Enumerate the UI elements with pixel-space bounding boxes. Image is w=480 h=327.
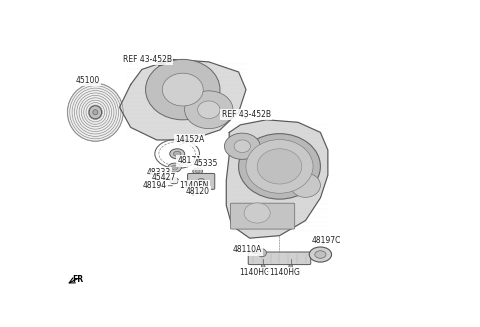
Circle shape [309,247,332,262]
Ellipse shape [244,203,270,223]
Text: 48110A: 48110A [232,246,262,254]
Text: 14152A: 14152A [175,135,204,145]
Text: 1140HG: 1140HG [269,268,300,277]
Ellipse shape [162,73,203,106]
Text: 45335: 45335 [193,159,218,168]
FancyBboxPatch shape [230,203,295,229]
Ellipse shape [89,106,102,119]
Ellipse shape [185,91,233,129]
Text: 48120: 48120 [186,187,210,196]
FancyBboxPatch shape [188,173,215,189]
Ellipse shape [170,149,185,159]
Ellipse shape [165,176,168,179]
Text: 45100: 45100 [76,76,100,85]
Ellipse shape [173,151,181,156]
Ellipse shape [258,249,266,257]
Ellipse shape [67,83,123,141]
Text: 48194: 48194 [143,181,167,190]
Ellipse shape [234,140,251,152]
Ellipse shape [168,163,181,172]
Ellipse shape [198,179,204,183]
Text: REF 43-452B: REF 43-452B [123,55,172,64]
Ellipse shape [290,173,321,198]
Ellipse shape [289,265,292,268]
Ellipse shape [170,178,179,184]
Ellipse shape [193,168,203,174]
Ellipse shape [225,133,260,159]
Text: 48171: 48171 [178,156,202,165]
Polygon shape [120,60,246,140]
Text: 45427: 45427 [151,173,176,182]
Text: 48197C: 48197C [312,236,341,245]
Text: 48333: 48333 [146,168,171,177]
Ellipse shape [195,169,200,173]
Ellipse shape [163,175,170,180]
Text: FR: FR [72,275,84,284]
Ellipse shape [246,140,313,193]
Ellipse shape [198,101,220,119]
Polygon shape [226,120,328,238]
Ellipse shape [172,179,177,182]
Ellipse shape [261,265,265,268]
Ellipse shape [93,110,98,115]
Ellipse shape [239,134,321,199]
Circle shape [315,251,326,258]
Ellipse shape [145,60,220,120]
FancyBboxPatch shape [248,252,311,265]
Ellipse shape [171,165,178,170]
Text: 1140HG: 1140HG [239,268,270,277]
Ellipse shape [257,149,302,184]
Text: REF 43-452B: REF 43-452B [221,110,271,119]
Text: 1140FN: 1140FN [179,181,209,190]
